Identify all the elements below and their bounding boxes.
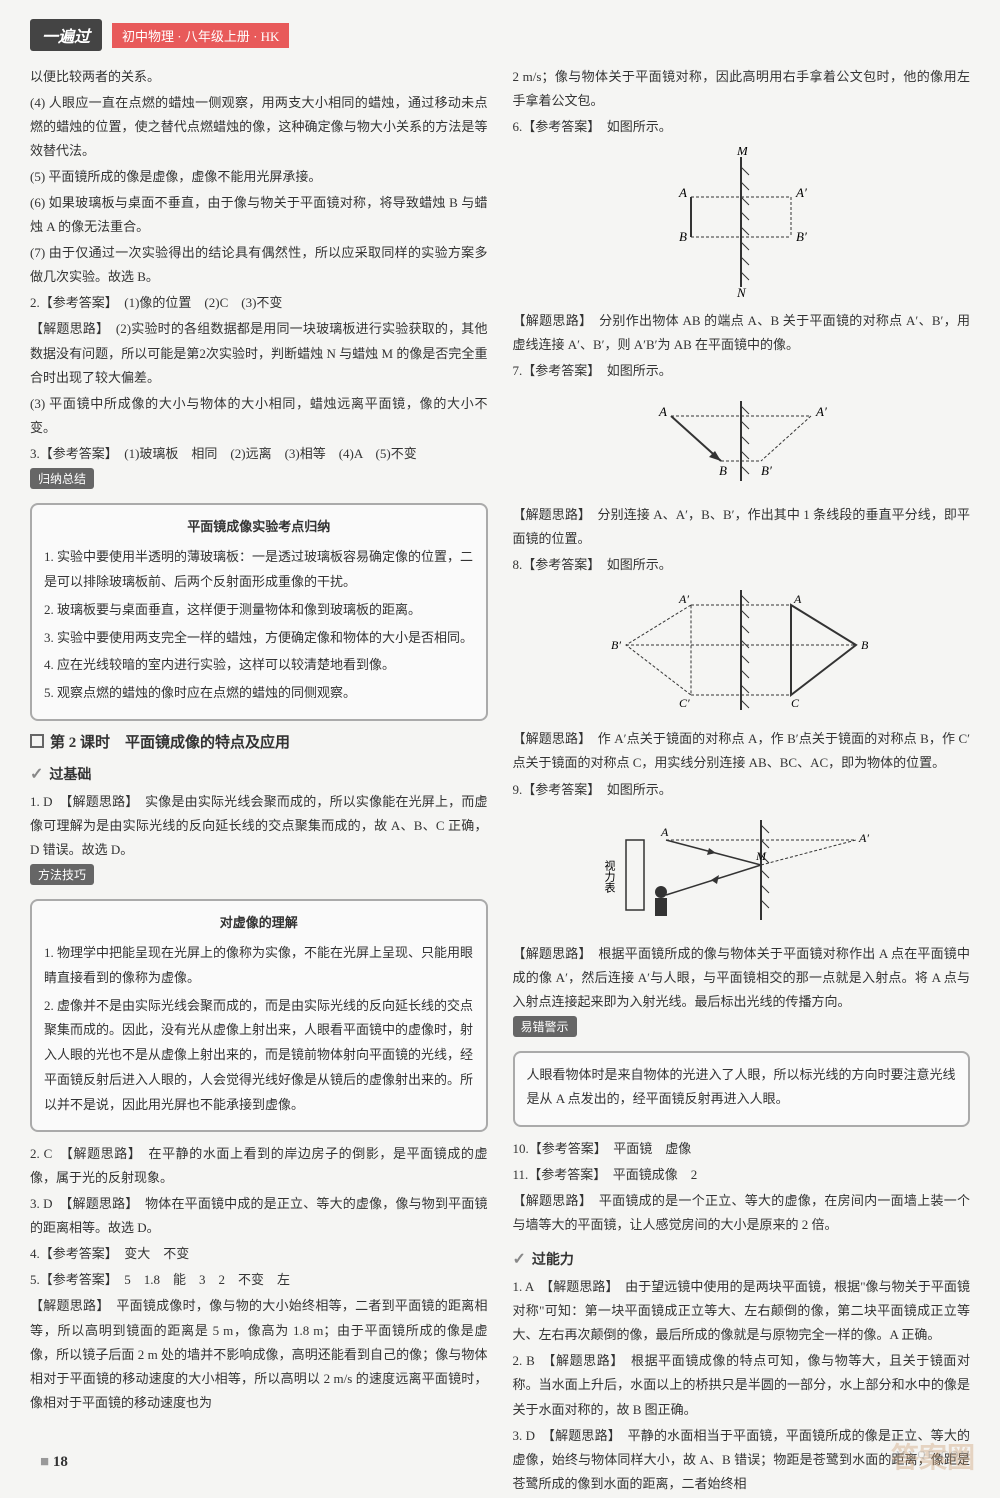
para: (6) 如果玻璃板与桌面不垂直，由于像与物关于平面镜对称，将导致蜡烛 B 与蜡烛… [30,191,488,239]
method-box: 方法技巧 对虚像的理解 1. 物理学中把能呈现在光屏上的像称为实像，不能在光屏上… [30,864,488,1133]
summary-box: 归纳总结 平面镜成像实验考点归纳 1. 实验中要使用半透明的薄玻璃板：一是透过玻… [30,468,488,721]
explanation: 【解题思路】 作 A′点关于镜面的对称点 A，作 B′点关于镜面的对称点 B，作… [513,727,971,775]
question-answer: 1. D 【解题思路】 实像是由实际光线会聚而成的，所以实像能在光屏上，而虚像可… [30,790,488,862]
explanation: 【解题思路】 分别连接 A、A′，B、B′，作出其中 1 条线段的垂直平分线，即… [513,503,971,551]
label-A: A [793,592,802,606]
label-A: A [660,825,669,839]
question-answer: 2. B 【解题思路】 根据平面镜成像的特点可知，像与物等大，且关于镜面对称。当… [513,1349,971,1421]
label-C: C [791,696,800,710]
answer-line: 3.【参考答案】 (1)玻璃板 相同 (2)远离 (3)相等 (4)A (5)不… [30,442,488,466]
explanation: 【解题思路】 分别作出物体 AB 的端点 A、B 关于平面镜的对称点 A′、B′… [513,309,971,357]
box-item: 4. 应在光线较暗的室内进行实验，这样可以较清楚地看到像。 [44,653,474,678]
warning-box: 易错警示 人眼看物体时是来自物体的光进入了人眼，所以标光线的方向时要注意光线是从… [513,1016,971,1127]
box-item: 2. 玻璃板要与桌面垂直，这样便于测量物体和像到玻璃板的距离。 [44,598,474,623]
answer-line: 2.【参考答案】 (1)像的位置 (2)C (3)不变 [30,291,488,315]
header-subtitle: 初中物理 · 八年级上册 · HK [112,23,289,48]
box-item: 2. 虚像并不是由实际光线会聚而成的，而是由实际光线的反向延长线的交点聚集而成的… [44,994,474,1117]
box-item: 3. 实验中要使用两支完全一样的蜡烛，方便确定像和物体的大小是否相同。 [44,626,474,651]
explanation: 【解题思路】 根据平面镜所成的像与物体关于平面镜对称作出 A 点在平面镜中成的像… [513,942,971,1014]
label-N: N [736,285,747,297]
diagram-6: M N A B A′ B′ [513,147,971,301]
sub-section-ability: 过能力 [513,1249,971,1269]
label-M: M [736,147,749,158]
label-B: B [679,229,687,244]
lesson-title: 第 2 课时 平面镜成像的特点及应用 [30,731,488,752]
box-title: 平面镜成像实验考点归纳 [44,515,474,540]
question-answer: 3. D 【解题思路】 物体在平面镜中成的是正立、等大的虚像，像与物到平面镜的距… [30,1192,488,1240]
answer-line: 11.【参考答案】 平面镜成像 2 [513,1163,971,1187]
label-Bp: B′ [796,229,807,244]
label-A: A [678,185,687,200]
label-B: B [719,463,727,478]
question-answer: 2. C 【解题思路】 在平静的水面上看到的岸边房子的倒影，是平面镜成的虚像，属… [30,1142,488,1190]
explanation: (3) 平面镜中所成像的大小与物体的大小相同，蜡烛远离平面镜，像的大小不变。 [30,392,488,440]
label-Ap: A′ [815,404,827,419]
lesson-title-text: 第 2 课时 平面镜成像的特点及应用 [50,731,290,752]
box-item: 1. 实验中要使用半透明的薄玻璃板：一是透过玻璃板容易确定像的位置，二是可以排除… [44,545,474,594]
right-column: 2 m/s；像与物体关于平面镜对称，因此高明用右手拿着公文包时，他的像用左手拿着… [513,65,971,1498]
explanation: 【解题思路】 平面镜成的是一个正立、等大的虚像，在房间内一面墙上装一个与墙等大的… [513,1189,971,1237]
label-Bp: B′ [761,463,772,478]
label-M: M [755,849,767,863]
para: (5) 平面镜所成的像是虚像，虚像不能用光屏承接。 [30,165,488,189]
square-icon [30,734,44,748]
para: 以便比较两者的关系。 [30,65,488,89]
page-header: 一遍过 初中物理 · 八年级上册 · HK [30,20,970,50]
label-A: A [658,404,667,419]
box-label: 易错警示 [513,1016,577,1037]
box-label: 方法技巧 [30,864,94,885]
box-item: 1. 物理学中把能呈现在光屏上的像称为实像，不能在光屏上呈现、只能用眼睛直接看到… [44,941,474,990]
box-text: 人眼看物体时是来自物体的光进入了人眼，所以标光线的方向时要注意光线是从 A 点发… [527,1063,957,1112]
box-label: 归纳总结 [30,468,94,489]
label-Ap: A′ [858,831,869,845]
label-eye: 视力表 [603,858,616,893]
diagram-8: A′ B′ C′ A B C [513,585,971,719]
label-Ap: A′ [678,592,689,606]
para: (7) 由于仅通过一次实验得出的结论具有偶然性，所以应采取同样的实验方案多做几次… [30,241,488,289]
sub-section-label: 过基础 [49,764,91,784]
watermark-sub: MXQE.COM [896,1449,972,1461]
explanation: 【解题思路】 (2)实验时的各组数据都是用同一块玻璃板进行实验获取的，其他数据没… [30,317,488,389]
label-Cp: C′ [679,696,690,710]
box-item: 5. 观察点燃的蜡烛的像时应在点燃的蜡烛的同侧观察。 [44,681,474,706]
answer-line: 5.【参考答案】 5 1.8 能 3 2 不变 左 [30,1268,488,1292]
answer-line: 9.【参考答案】 如图所示。 [513,778,971,802]
sub-section-basics: 过基础 [30,764,488,784]
para: (4) 人眼应一直在点燃的蜡烛一侧观察，用两支大小相同的蜡烛，通过移动未点燃的蜡… [30,91,488,163]
label-Ap: A′ [795,185,807,200]
box-title: 对虚像的理解 [44,911,474,936]
page-number: 18 [40,1454,68,1471]
brand-logo: 一遍过 [30,19,102,51]
answer-line: 8.【参考答案】 如图所示。 [513,553,971,577]
diagram-7: A B A′ B′ [513,391,971,495]
answer-line: 7.【参考答案】 如图所示。 [513,359,971,383]
label-Bp: B′ [611,638,621,652]
label-B: B [861,638,869,652]
answer-line: 4.【参考答案】 变大 不变 [30,1242,488,1266]
answer-line: 10.【参考答案】 平面镜 虚像 [513,1137,971,1161]
sub-section-label: 过能力 [532,1249,574,1269]
question-answer: 1. A 【解题思路】 由于望远镜中使用的是两块平面镜，根据"像与物关于平面镜对… [513,1275,971,1347]
para: 2 m/s；像与物体关于平面镜对称，因此高明用右手拿着公文包时，他的像用左手拿着… [513,65,971,113]
answer-line: 6.【参考答案】 如图所示。 [513,115,971,139]
left-column: 以便比较两者的关系。 (4) 人眼应一直在点燃的蜡烛一侧观察，用两支大小相同的蜡… [30,65,488,1498]
diagram-9: A M A′ 视力表 [513,810,971,934]
content-columns: 以便比较两者的关系。 (4) 人眼应一直在点燃的蜡烛一侧观察，用两支大小相同的蜡… [30,65,970,1498]
explanation: 【解题思路】 平面镜成像时，像与物的大小始终相等，二者到平面镜的距离相等，所以高… [30,1294,488,1414]
